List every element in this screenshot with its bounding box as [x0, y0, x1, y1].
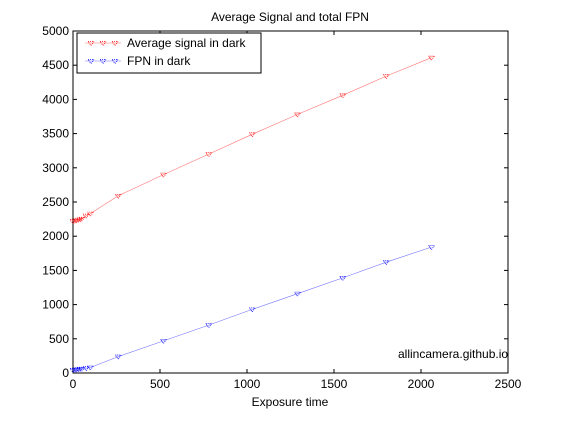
series — [69, 55, 436, 374]
data-point — [72, 367, 81, 373]
x-axis-label: Exposure time — [252, 395, 329, 409]
legend-marker — [99, 59, 107, 65]
data-point — [338, 276, 347, 282]
series-line — [72, 57, 432, 222]
data-point — [114, 193, 123, 200]
data-point — [69, 219, 77, 225]
data-point — [74, 217, 83, 223]
legend-label: Average signal in dark — [127, 36, 247, 50]
data-point — [77, 366, 86, 372]
y-tick-label: 5000 — [42, 24, 69, 38]
legend-marker — [111, 59, 119, 65]
legend-box — [76, 32, 262, 74]
y-tick-label: 3000 — [42, 161, 69, 175]
data-point — [69, 368, 77, 374]
y-tick-label: 2500 — [42, 195, 69, 209]
y-tick-label: 4500 — [42, 58, 69, 72]
legend-marker — [87, 41, 95, 47]
data-point — [82, 366, 90, 372]
data-point — [248, 307, 257, 313]
y-tick-label: 1500 — [42, 263, 69, 277]
x-tick-label: 2500 — [495, 377, 522, 391]
data-point — [293, 291, 302, 297]
y-tick-label: 500 — [49, 332, 69, 346]
y-tick-label: 3500 — [42, 127, 69, 141]
x-tick-label: 500 — [150, 377, 170, 391]
series-line — [72, 246, 432, 371]
plot-frame — [72, 30, 509, 374]
data-point — [248, 132, 257, 138]
data-point — [427, 245, 436, 251]
data-point — [382, 74, 390, 80]
data-point — [382, 260, 390, 266]
ticks: 0 500 1000 1500 2000 2500 0 500 1000 1500 2000 2500… — [42, 24, 521, 391]
y-tick-label: 4000 — [42, 92, 69, 106]
axes — [72, 30, 509, 374]
x-tick-label: 1500 — [321, 377, 348, 391]
series-2 — [69, 245, 436, 374]
data-point — [293, 112, 302, 118]
legend-marker — [87, 59, 95, 65]
x-tick-label: 0 — [70, 377, 77, 391]
watermark-annotation: allincamera.github.io — [398, 347, 508, 361]
chart-title: Average Signal and total FPN — [211, 10, 369, 24]
legend-marker — [99, 41, 107, 47]
data-point — [86, 211, 95, 217]
legend-label: FPN in dark — [127, 54, 191, 68]
y-tick-label: 1000 — [42, 298, 69, 312]
x-tick-label: 2000 — [408, 377, 435, 391]
data-point — [74, 367, 83, 373]
legend-entry: Average signal in dark — [85, 36, 247, 50]
data-point — [204, 323, 213, 329]
data-point — [76, 217, 84, 223]
series-1 — [69, 55, 436, 225]
data-point — [204, 152, 213, 158]
data-point — [159, 172, 168, 178]
data-point — [427, 55, 436, 61]
data-point — [76, 366, 84, 373]
data-point — [77, 216, 86, 222]
legend: Average signal in dark FPN in dark — [76, 32, 262, 74]
data-point — [70, 218, 79, 224]
data-point — [86, 365, 95, 371]
y-tick-label: 0 — [62, 366, 69, 380]
data-point — [159, 338, 168, 345]
legend-entry: FPN in dark — [85, 54, 191, 68]
data-point — [338, 93, 347, 99]
y-tick-label: 2000 — [42, 229, 69, 243]
legend-marker — [111, 41, 119, 47]
data-point — [72, 218, 81, 224]
data-point — [82, 213, 90, 219]
data-point — [114, 354, 123, 360]
data-point — [70, 367, 79, 373]
x-tick-label: 1000 — [234, 377, 261, 391]
